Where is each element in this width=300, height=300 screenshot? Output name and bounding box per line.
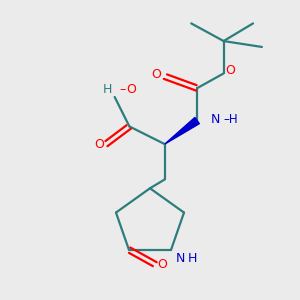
Text: O: O xyxy=(157,258,167,271)
Text: O: O xyxy=(225,64,235,77)
Text: H: H xyxy=(102,83,112,96)
Text: H: H xyxy=(188,252,197,265)
Polygon shape xyxy=(165,118,200,144)
Text: O: O xyxy=(126,83,136,96)
Text: –: – xyxy=(116,83,126,96)
Text: –H: –H xyxy=(224,112,238,126)
Text: N: N xyxy=(210,112,220,126)
Text: O: O xyxy=(94,138,104,151)
Text: N: N xyxy=(176,252,185,265)
Text: O: O xyxy=(152,68,161,81)
